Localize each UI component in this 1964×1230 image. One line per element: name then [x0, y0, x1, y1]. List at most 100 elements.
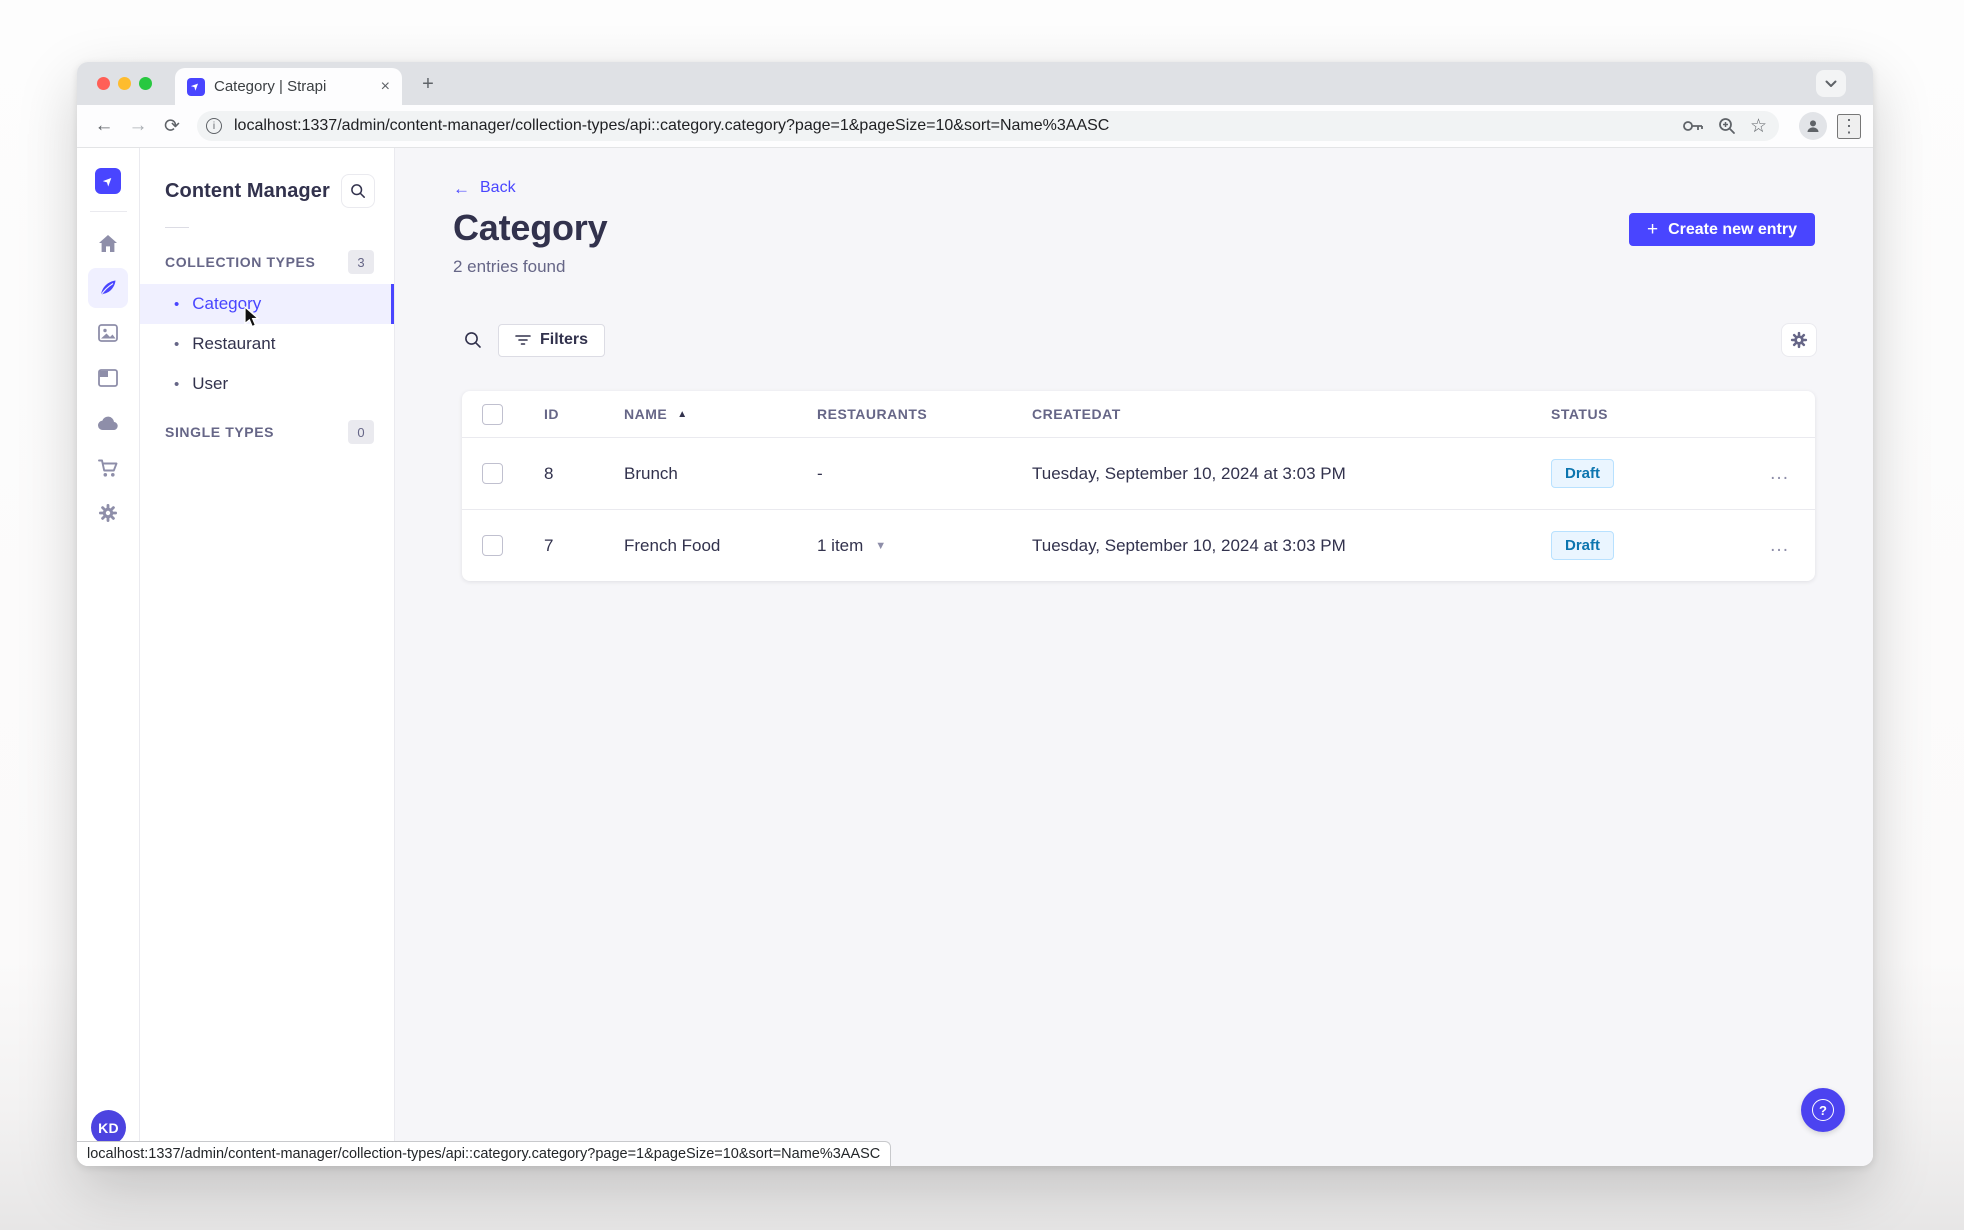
column-header-name[interactable]: NAME ▲ — [624, 406, 688, 422]
password-key-icon[interactable] — [1682, 119, 1704, 133]
forward-button[interactable]: → — [123, 111, 153, 141]
filters-button[interactable]: Filters — [498, 323, 606, 357]
table-row[interactable]: 8 Brunch - Tuesday, September 10, 2024 a… — [462, 437, 1815, 509]
bookmark-star-icon[interactable]: ☆ — [1749, 115, 1767, 137]
search-icon — [351, 184, 365, 198]
create-new-entry-button[interactable]: + Create new entry — [1628, 213, 1815, 246]
filter-icon — [515, 335, 531, 345]
column-header-id[interactable]: ID — [544, 406, 559, 422]
window-zoom-button[interactable] — [139, 77, 152, 90]
browser-window: ➤ Category | Strapi × + ← → ⟳ i localhos… — [77, 62, 1873, 1166]
zoom-icon[interactable] — [1718, 117, 1736, 135]
user-avatar[interactable]: KD — [91, 1110, 126, 1145]
gear-icon — [99, 504, 117, 522]
back-link[interactable]: ← Back — [453, 178, 516, 198]
tab-title: Category | Strapi — [214, 78, 327, 95]
nav-content-type-builder-button[interactable] — [88, 358, 128, 398]
sidebar-title: Content Manager — [165, 179, 330, 202]
sidebar-search-button[interactable] — [341, 174, 375, 208]
site-info-button[interactable]: i — [203, 115, 225, 137]
nav-settings-button[interactable] — [88, 493, 128, 533]
chevron-down-icon — [1825, 80, 1837, 87]
entries-count: 2 entries found — [453, 257, 566, 276]
strapi-admin: ➤ — [77, 148, 1873, 1166]
select-all-checkbox[interactable] — [482, 403, 503, 425]
browser-tab[interactable]: ➤ Category | Strapi × — [175, 68, 402, 105]
table-header-row: ID NAME ▲ RESTAURANTS CREATEDAT STATUS — [462, 391, 1815, 437]
table-settings-button[interactable] — [1781, 323, 1817, 357]
browser-toolbar: ← → ⟳ i localhost:1337/admin/content-man… — [77, 105, 1873, 148]
main-nav: ➤ — [77, 148, 140, 1166]
reload-button[interactable]: ⟳ — [157, 111, 187, 141]
sidebar-item-user[interactable]: • User — [174, 374, 229, 393]
row-actions-button[interactable]: ... — [1764, 536, 1795, 555]
arrow-left-icon: ← — [453, 178, 470, 198]
home-icon — [99, 234, 117, 252]
new-tab-button[interactable]: + — [415, 71, 441, 97]
cloud-icon — [97, 416, 118, 430]
question-mark-icon: ? — [1812, 1099, 1834, 1121]
row-actions-button[interactable]: ... — [1764, 464, 1795, 483]
cart-icon — [98, 459, 118, 477]
cell-createdat: Tuesday, September 10, 2024 at 3:03 PM — [1032, 535, 1346, 555]
section-label: COLLECTION TYPES — [165, 254, 316, 270]
column-header-status[interactable]: STATUS — [1551, 406, 1608, 422]
status-badge: Draft — [1551, 531, 1615, 560]
content-manager-sidebar: Content Manager COLLECTION TYPES 3 • Cat… — [140, 148, 395, 1166]
search-icon — [465, 332, 481, 348]
browser-profile-avatar[interactable] — [1799, 112, 1827, 140]
browser-menu-button[interactable]: ⋮ — [1837, 113, 1861, 139]
bullet-icon: • — [174, 295, 180, 313]
table-row[interactable]: 7 French Food 1 item ▼ Tuesday, September… — [462, 509, 1815, 581]
page-title: Category — [453, 207, 608, 248]
column-header-restaurants[interactable]: RESTAURANTS — [817, 406, 928, 422]
picture-icon — [98, 324, 118, 342]
nav-marketplace-button[interactable] — [88, 448, 128, 488]
tab-search-button[interactable] — [1816, 70, 1846, 97]
column-header-createdat[interactable]: CREATEDAT — [1032, 406, 1121, 422]
url-text: localhost:1337/admin/content-manager/col… — [234, 117, 1110, 134]
section-collection-types: COLLECTION TYPES 3 — [140, 248, 394, 276]
nav-media-library-button[interactable] — [88, 313, 128, 353]
cell-id: 7 — [544, 535, 554, 555]
window-close-button[interactable] — [97, 77, 110, 90]
sidebar-item-category[interactable]: • Category — [140, 284, 394, 324]
bullet-icon: • — [174, 375, 180, 393]
cell-restaurants: - — [817, 463, 823, 483]
strapi-logo[interactable]: ➤ — [95, 168, 121, 194]
row-checkbox[interactable] — [482, 463, 503, 484]
window-controls — [97, 77, 152, 90]
row-checkbox[interactable] — [482, 535, 503, 556]
plus-icon: + — [1646, 218, 1659, 240]
collection-types-count-badge: 3 — [348, 250, 374, 274]
cell-createdat: Tuesday, September 10, 2024 at 3:03 PM — [1032, 463, 1346, 483]
nav-home-button[interactable] — [88, 223, 128, 263]
tab-close-icon[interactable]: × — [380, 77, 390, 95]
address-bar[interactable]: i localhost:1337/admin/content-manager/c… — [197, 111, 1779, 141]
nav-cloud-button[interactable] — [88, 403, 128, 443]
bullet-icon: • — [174, 335, 180, 353]
main-panel: ← Back Category + Create new entry 2 ent… — [395, 148, 1873, 1166]
layout-icon — [98, 369, 118, 387]
cell-restaurants-dropdown[interactable]: 1 item ▼ — [817, 535, 887, 555]
person-icon — [1807, 120, 1819, 132]
table-search-button[interactable] — [456, 323, 490, 357]
feather-icon — [100, 280, 116, 296]
window-minimize-button[interactable] — [118, 77, 131, 90]
gear-icon — [1790, 331, 1808, 349]
nav-content-manager-button[interactable] — [88, 268, 128, 308]
strapi-favicon-icon: ➤ — [187, 77, 205, 96]
cell-name: Brunch — [624, 463, 678, 483]
sidebar-item-restaurant[interactable]: • Restaurant — [174, 334, 276, 353]
single-types-count-badge: 0 — [348, 420, 374, 444]
entries-table: ID NAME ▲ RESTAURANTS CREATEDAT STATUS 8 … — [462, 391, 1815, 581]
cell-id: 8 — [544, 463, 554, 483]
tab-strip: ➤ Category | Strapi × + — [77, 62, 1873, 105]
help-button[interactable]: ? — [1801, 1088, 1845, 1132]
section-label: SINGLE TYPES — [165, 424, 275, 440]
info-icon: i — [206, 118, 222, 134]
section-single-types: SINGLE TYPES 0 — [140, 418, 394, 446]
back-button[interactable]: ← — [89, 111, 119, 141]
status-badge: Draft — [1551, 459, 1615, 488]
sort-asc-icon: ▲ — [677, 408, 688, 420]
